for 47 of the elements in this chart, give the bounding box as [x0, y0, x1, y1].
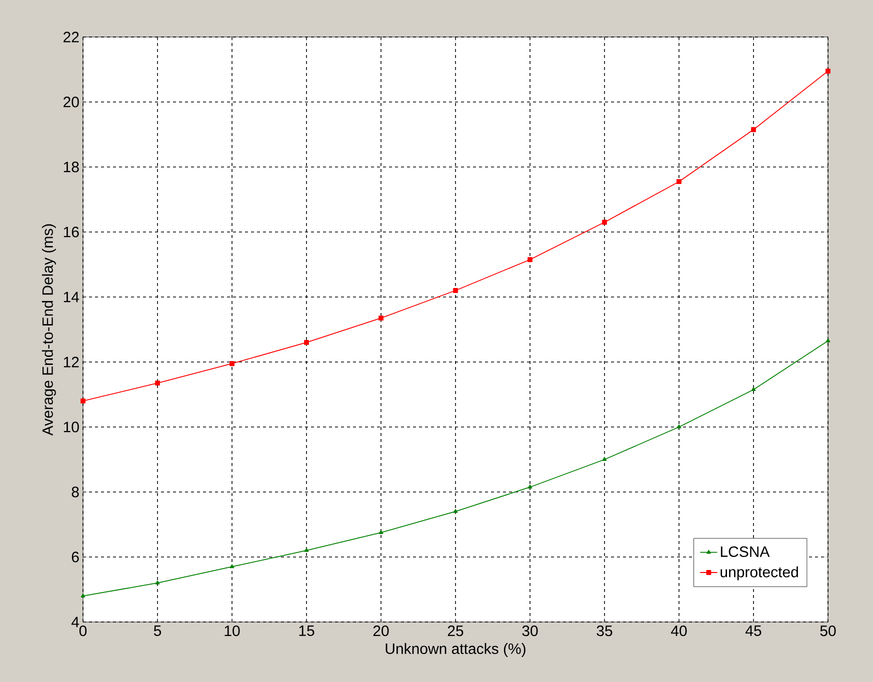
point — [676, 424, 682, 428]
point — [826, 68, 830, 74]
point — [602, 220, 607, 225]
point — [453, 288, 458, 293]
x-tick-label: 5 — [154, 626, 162, 636]
y-tick-label: 4 — [71, 616, 80, 628]
y-tick-label: 18 — [64, 162, 79, 172]
y-tick-label: 20 — [64, 96, 79, 108]
point — [751, 387, 756, 392]
x-tick-label: 0 — [79, 626, 87, 636]
x-tick-label: 40 — [671, 626, 687, 636]
y-tick-label: 12 — [64, 356, 79, 368]
y-tick-label: 16 — [64, 226, 79, 238]
point — [602, 457, 607, 461]
point — [230, 564, 234, 568]
point — [155, 380, 160, 386]
point — [304, 548, 309, 552]
x-tick-label: 45 — [746, 626, 762, 636]
point — [230, 361, 234, 366]
y-tick-label: 6 — [72, 552, 79, 562]
point — [378, 530, 384, 534]
point — [528, 257, 532, 262]
y-tick-label: 10 — [64, 422, 79, 432]
y-tick-label: 8 — [72, 486, 79, 498]
x-tick-label: 30 — [522, 626, 538, 636]
x-tick-label: 20 — [373, 626, 389, 636]
y-tick-label: 22 — [64, 32, 79, 42]
point — [155, 580, 160, 584]
legend-label: unprotected — [720, 566, 798, 580]
point — [453, 509, 458, 513]
point — [80, 398, 86, 404]
y-tick-label: 14 — [64, 292, 80, 302]
x-axis-title: Unknown attacks (%) — [386, 643, 526, 657]
x-tick-label: 10 — [224, 626, 240, 636]
y-axis-title: Average End-to-End Delay (ms) — [42, 224, 56, 436]
x-tick-label: 50 — [820, 626, 836, 636]
point — [80, 594, 86, 598]
point — [676, 179, 682, 184]
point — [826, 338, 830, 342]
point — [304, 340, 309, 345]
point — [378, 316, 384, 321]
x-tick-label: 35 — [596, 626, 612, 636]
legend-label: LCSNA — [720, 546, 770, 557]
x-tick-label: 15 — [299, 626, 314, 636]
point — [528, 484, 532, 489]
x-tick-label: 25 — [448, 626, 464, 636]
point — [751, 127, 756, 132]
